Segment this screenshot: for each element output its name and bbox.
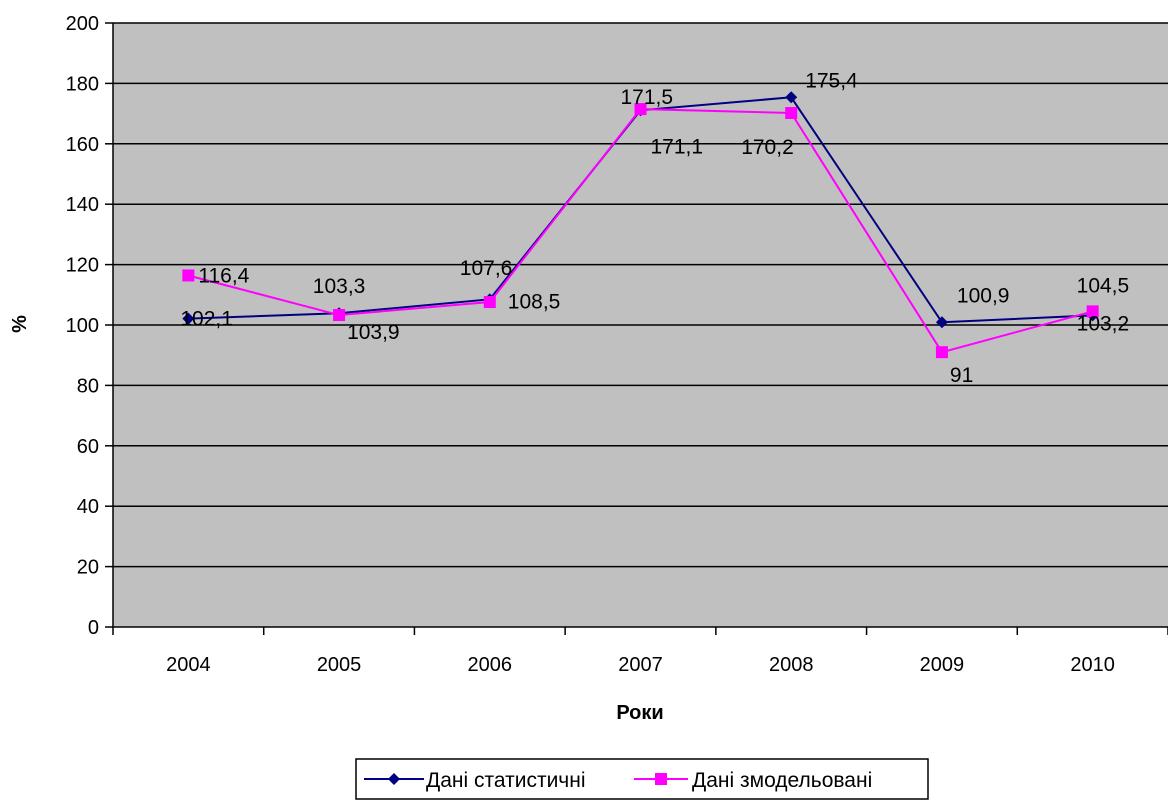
- y-tick-label-20: 20: [77, 557, 99, 579]
- y-axis-title: %: [9, 315, 31, 333]
- y-tick-label-140: 140: [66, 194, 99, 216]
- data-label-s1-2008: 170,2: [741, 136, 794, 159]
- data-label-s0-2005: 103,9: [347, 321, 400, 344]
- point-marker-s1-2010: [1086, 305, 1099, 318]
- x-tick-label-2006: 2006: [468, 654, 513, 676]
- y-tick-label-100: 100: [66, 315, 99, 337]
- grid-lines: [113, 22, 1168, 568]
- x-tick-label-2005: 2005: [317, 654, 362, 676]
- point-marker-s0-2009: [935, 316, 948, 329]
- data-label-s1-2005: 103,3: [313, 275, 366, 298]
- legend: Дані статистичні Дані змодельовані: [355, 758, 929, 800]
- data-label-s1-2006: 107,6: [460, 257, 513, 280]
- legend-marker-statystychni-icon: [388, 773, 400, 785]
- point-marker-s0-2004: [182, 312, 195, 325]
- y-tick-label-40: 40: [77, 496, 99, 518]
- x-tick-labels: 2004 2005 2006 2007 2008 2009 2010: [112, 627, 1168, 676]
- legend-label-statystychni: Дані статистичні: [426, 769, 586, 792]
- data-label-s0-2008: 175,4: [805, 69, 858, 92]
- y-tick-labels: 0 20 40 60 80 100 120 140 160 180 200: [66, 13, 113, 639]
- y-tick-label-60: 60: [77, 436, 99, 458]
- x-tick-label-2009: 2009: [920, 654, 965, 676]
- x-axis-title: Роки: [616, 702, 663, 724]
- point-marker-s1-2005: [333, 309, 346, 322]
- x-tick-label-2008: 2008: [769, 654, 814, 676]
- y-tick-label-120: 120: [66, 255, 99, 277]
- x-tick-label-2007: 2007: [618, 654, 663, 676]
- data-label-s0-2006: 108,5: [508, 290, 561, 313]
- point-marker-s1-2008: [785, 106, 798, 119]
- data-label-s0-2004: 102,1: [180, 308, 233, 331]
- data-labels: 102,1 103,9 108,5 171,1 175,4 100,9 103,2 116,4…: [180, 69, 1129, 387]
- y-tick-label-160: 160: [66, 134, 99, 156]
- y-tick-label-0: 0: [88, 617, 99, 639]
- data-label-s1-2007: 171,5: [621, 86, 674, 109]
- x-tick-label-2004: 2004: [166, 654, 211, 676]
- y-tick-label-200: 200: [66, 13, 99, 35]
- legend-marker-zmodelovani-icon: [655, 773, 667, 785]
- y-tick-label-180: 180: [66, 73, 99, 95]
- data-label-s0-2009: 100,9: [957, 284, 1010, 307]
- point-marker-s1-2009: [935, 346, 948, 359]
- data-label-s1-2004: 116,4: [198, 264, 249, 287]
- data-label-s1-2009: 91: [950, 364, 973, 387]
- series-lines: [182, 91, 1099, 359]
- point-marker-s1-2006: [483, 296, 496, 309]
- point-marker-s1-2004: [182, 269, 195, 282]
- legend-label-zmodelovani: Дані змодельовані: [692, 769, 872, 792]
- point-marker-s0-2008: [785, 91, 798, 104]
- data-label-s0-2010: 103,2: [1077, 312, 1130, 335]
- data-label-s0-2007: 171,1: [651, 135, 704, 158]
- data-label-s1-2010: 104,5: [1077, 274, 1130, 297]
- y-tick-label-80: 80: [77, 375, 99, 397]
- point-marker-s1-2007: [634, 103, 647, 116]
- x-tick-label-2010: 2010: [1070, 654, 1115, 676]
